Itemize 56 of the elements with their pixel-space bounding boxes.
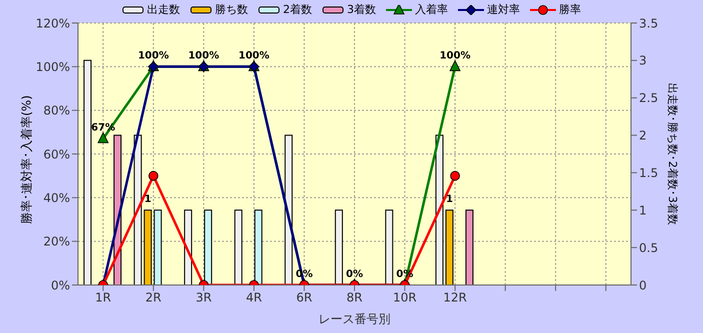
y-tick-label: 0%: [50, 278, 70, 292]
y-tick-label: 80%: [43, 104, 70, 118]
legend-label: 勝ち数: [215, 2, 248, 17]
data-label: 0%: [346, 269, 363, 280]
data-label: 100%: [138, 50, 169, 62]
y-tick-label: 100%: [36, 60, 70, 74]
bar: [284, 134, 293, 285]
legend-label: 勝率: [559, 2, 581, 17]
y-axis-title: 勝率･連対率･入着率(%): [19, 95, 34, 224]
x-tick-label: 2R: [145, 290, 162, 305]
data-label: 100%: [188, 50, 220, 62]
bar: [385, 210, 394, 285]
x-tick-label: 8R: [346, 290, 362, 305]
data-label: 1: [446, 194, 453, 206]
bar: [234, 210, 242, 285]
y2-tick-label: 0: [639, 278, 647, 292]
point: [450, 60, 460, 72]
y2-axis-title: 出走数･勝ち数･2着数･3着数: [666, 83, 680, 225]
legend-label: 連対率: [487, 2, 520, 17]
point: [148, 170, 158, 181]
x-tick-label: 4R: [246, 290, 262, 305]
legend-label: 出走数: [147, 2, 180, 17]
y2-tick-label: 1.5: [639, 166, 658, 180]
y2-tick-label: 2.5: [639, 91, 658, 106]
legend-label: 3着数: [347, 2, 376, 17]
data-label: 100%: [238, 50, 270, 62]
bar: [334, 210, 343, 285]
data-label: 100%: [440, 50, 470, 62]
x-tick-label: 1R: [95, 290, 112, 305]
y2-tick-label: 3.5: [639, 16, 658, 30]
y2-tick-label: 1: [639, 203, 647, 218]
y-tick-label: 20%: [43, 234, 70, 249]
bar: [134, 134, 142, 285]
y2-tick-label: 0.5: [639, 240, 658, 255]
bar: [435, 134, 444, 285]
legend-label: 入着率: [415, 2, 448, 17]
x-axis-title: レース番号別: [318, 312, 390, 326]
legend-label: 2着数: [283, 2, 312, 17]
y-tick-label: 40%: [43, 190, 70, 205]
bar: [84, 60, 92, 285]
x-tick-label: 12R: [443, 290, 467, 305]
bar: [144, 210, 152, 285]
data-label: 1: [144, 194, 152, 206]
y-tick-label: 120%: [36, 16, 70, 30]
bar: [184, 210, 192, 285]
bar: [154, 210, 162, 285]
bar: [445, 210, 454, 285]
y2-tick-label: 3: [639, 54, 647, 68]
x-tick-label: 10R: [392, 290, 417, 305]
point: [450, 170, 460, 181]
x-tick-label: 3R: [196, 290, 212, 305]
bar: [465, 210, 474, 285]
point: [98, 132, 109, 144]
y2-tick-label: 2: [639, 128, 647, 143]
x-tick-label: 6R: [296, 290, 312, 305]
y-tick-label: 60%: [43, 147, 70, 162]
